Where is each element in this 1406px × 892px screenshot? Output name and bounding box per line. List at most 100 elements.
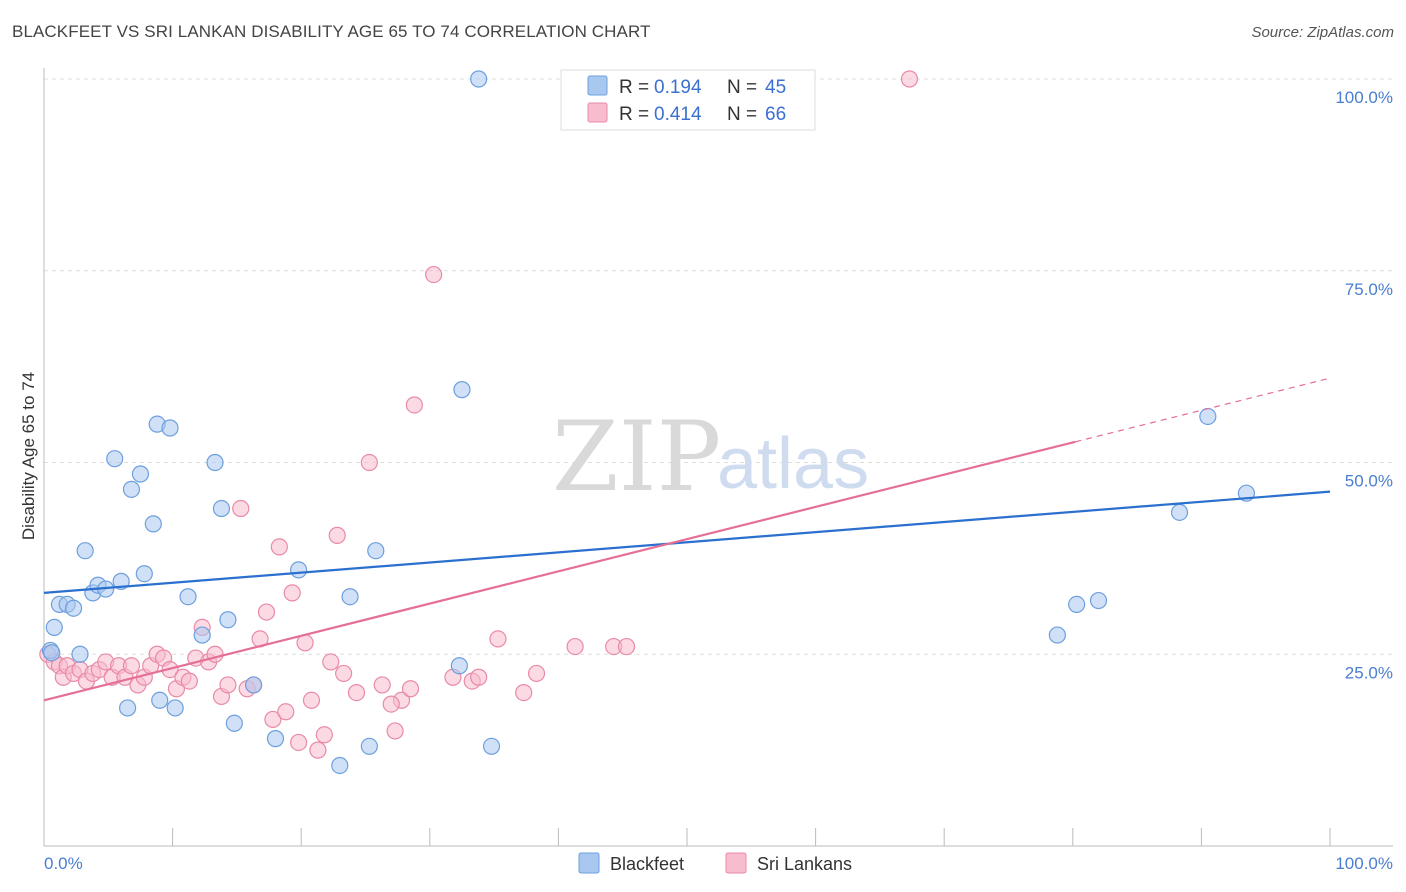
blackfeet-point [1170,503,1189,521]
legend-n-label-srilankan: N = [727,104,757,125]
blackfeet-point [179,588,197,606]
x-tick-label-min: 0.0% [44,854,83,873]
chart-title: BLACKFEET VS SRI LANKAN DISABILITY AGE 6… [12,22,651,41]
sri-lankans-point [335,664,353,683]
sri-lankans-point [219,676,237,694]
blackfeet-point [71,645,89,663]
blackfeet-trendline [43,490,1331,594]
blackfeet-point [212,499,231,518]
watermark: ZIP atlas [552,401,869,513]
y-tick-label: 25.0% [1345,663,1393,682]
blackfeet-point [245,676,263,694]
axes [43,68,1393,847]
sri-lankans-point [360,453,378,472]
sri-lankans-point [425,265,443,284]
sri-lankans-point [232,499,250,518]
sri-lankans-trendline [43,440,1076,702]
blackfeet-point [161,419,179,437]
series-legend-label-srilankan: Sri Lankans [757,854,852,874]
source-credit: Source: ZipAtlas.com [1251,24,1394,41]
sri-lankans-point [401,680,420,698]
sri-lankans-point [283,584,301,602]
series-legend: Blackfeet Sri Lankans [578,852,852,874]
legend-r-value-blackfeet: 0.194 [654,77,702,98]
sri-lankans-point [290,733,308,752]
legend-n-label-blackfeet: N = [727,77,757,98]
blackfeet-point [450,657,468,675]
sri-lankans-point [328,526,346,544]
sri-lankans-point [322,653,340,671]
sri-lankans-point [386,722,404,740]
blackfeet-point [1089,591,1108,610]
blackfeet-point [206,453,224,472]
y-tick-label: 50.0% [1345,472,1393,491]
blackfeet-point [151,691,169,709]
blackfeet-point [219,611,237,629]
sri-lankans-point [617,637,636,656]
series-legend-swatch-srilankan [725,852,747,874]
blackfeet-point [193,626,211,644]
blackfeet-point [367,542,385,560]
blackfeet-point [135,565,153,583]
x-tick-label-max: 100.0% [1335,854,1393,873]
trendlines [43,377,1331,702]
legend-r-value-srilankan: 0.414 [654,104,702,125]
sri-lankans-point [900,70,919,88]
blackfeet-point [45,618,63,637]
watermark-atlas: atlas [717,424,869,504]
sri-lankans-point [277,703,295,721]
sri-lankans-point [405,396,423,414]
sri-lankans-point [382,695,400,713]
blackfeet-point [1068,595,1086,613]
sri-lankans-point [515,683,533,702]
sri-lankans-point [489,630,507,648]
blackfeet-point [470,70,488,88]
sri-lankans-point [527,664,546,683]
sri-lankans-point [373,676,391,694]
correlation-legend: R = 0.194 N = 45 R = 0.414 N = 66 [560,69,816,131]
legend-n-value-blackfeet: 45 [765,77,786,98]
sri-lankans-point [264,710,282,729]
blackfeet-point [122,480,141,498]
sri-lankans-point [470,668,488,686]
blackfeet-point [43,644,61,662]
blackfeet-point [118,699,137,717]
blackfeet-point [131,465,150,483]
blackfeet-point [225,714,243,732]
blackfeet-point [64,599,83,617]
legend-n-value-srilankan: 66 [765,104,786,125]
blackfeet-point [144,515,162,533]
blackfeet-point [166,699,184,717]
y-tick-label: 100.0% [1335,88,1393,107]
blackfeet-point [290,561,308,579]
blackfeet-point [266,730,285,748]
blackfeet-point [1199,407,1217,426]
sri-lankans-point [122,657,141,675]
legend-swatch-blackfeet [587,75,608,96]
sri-lankans-point [180,672,198,690]
legend-swatch-srilankan [587,102,608,123]
sri-lankans-point [302,691,321,709]
sri-lankans-point [309,741,327,759]
blackfeet-point [106,450,124,468]
blackfeet-point [453,381,471,399]
y-axis-label: Disability Age 65 to 74 [19,372,38,540]
blackfeet-point [76,542,94,560]
sri-lankans-points [39,70,919,759]
sri-lankans-point [347,683,366,702]
sri-lankans-point [270,538,288,556]
blackfeet-point [341,588,359,606]
y-tick-labels: 25.0% 50.0% 75.0% 100.0% [1335,88,1393,682]
series-legend-swatch-blackfeet [578,852,600,874]
blackfeet-point [331,756,349,775]
sri-lankans-point [257,603,276,621]
series-legend-label-blackfeet: Blackfeet [610,854,684,874]
sri-lankans-point [566,637,584,656]
y-tick-label: 75.0% [1345,280,1393,299]
blackfeet-point [112,572,130,590]
blackfeet-point [1048,626,1066,644]
legend-r-label-blackfeet: R = [619,77,649,98]
legend-r-label-srilankan: R = [619,104,649,125]
sri-lankans-point [315,726,333,744]
